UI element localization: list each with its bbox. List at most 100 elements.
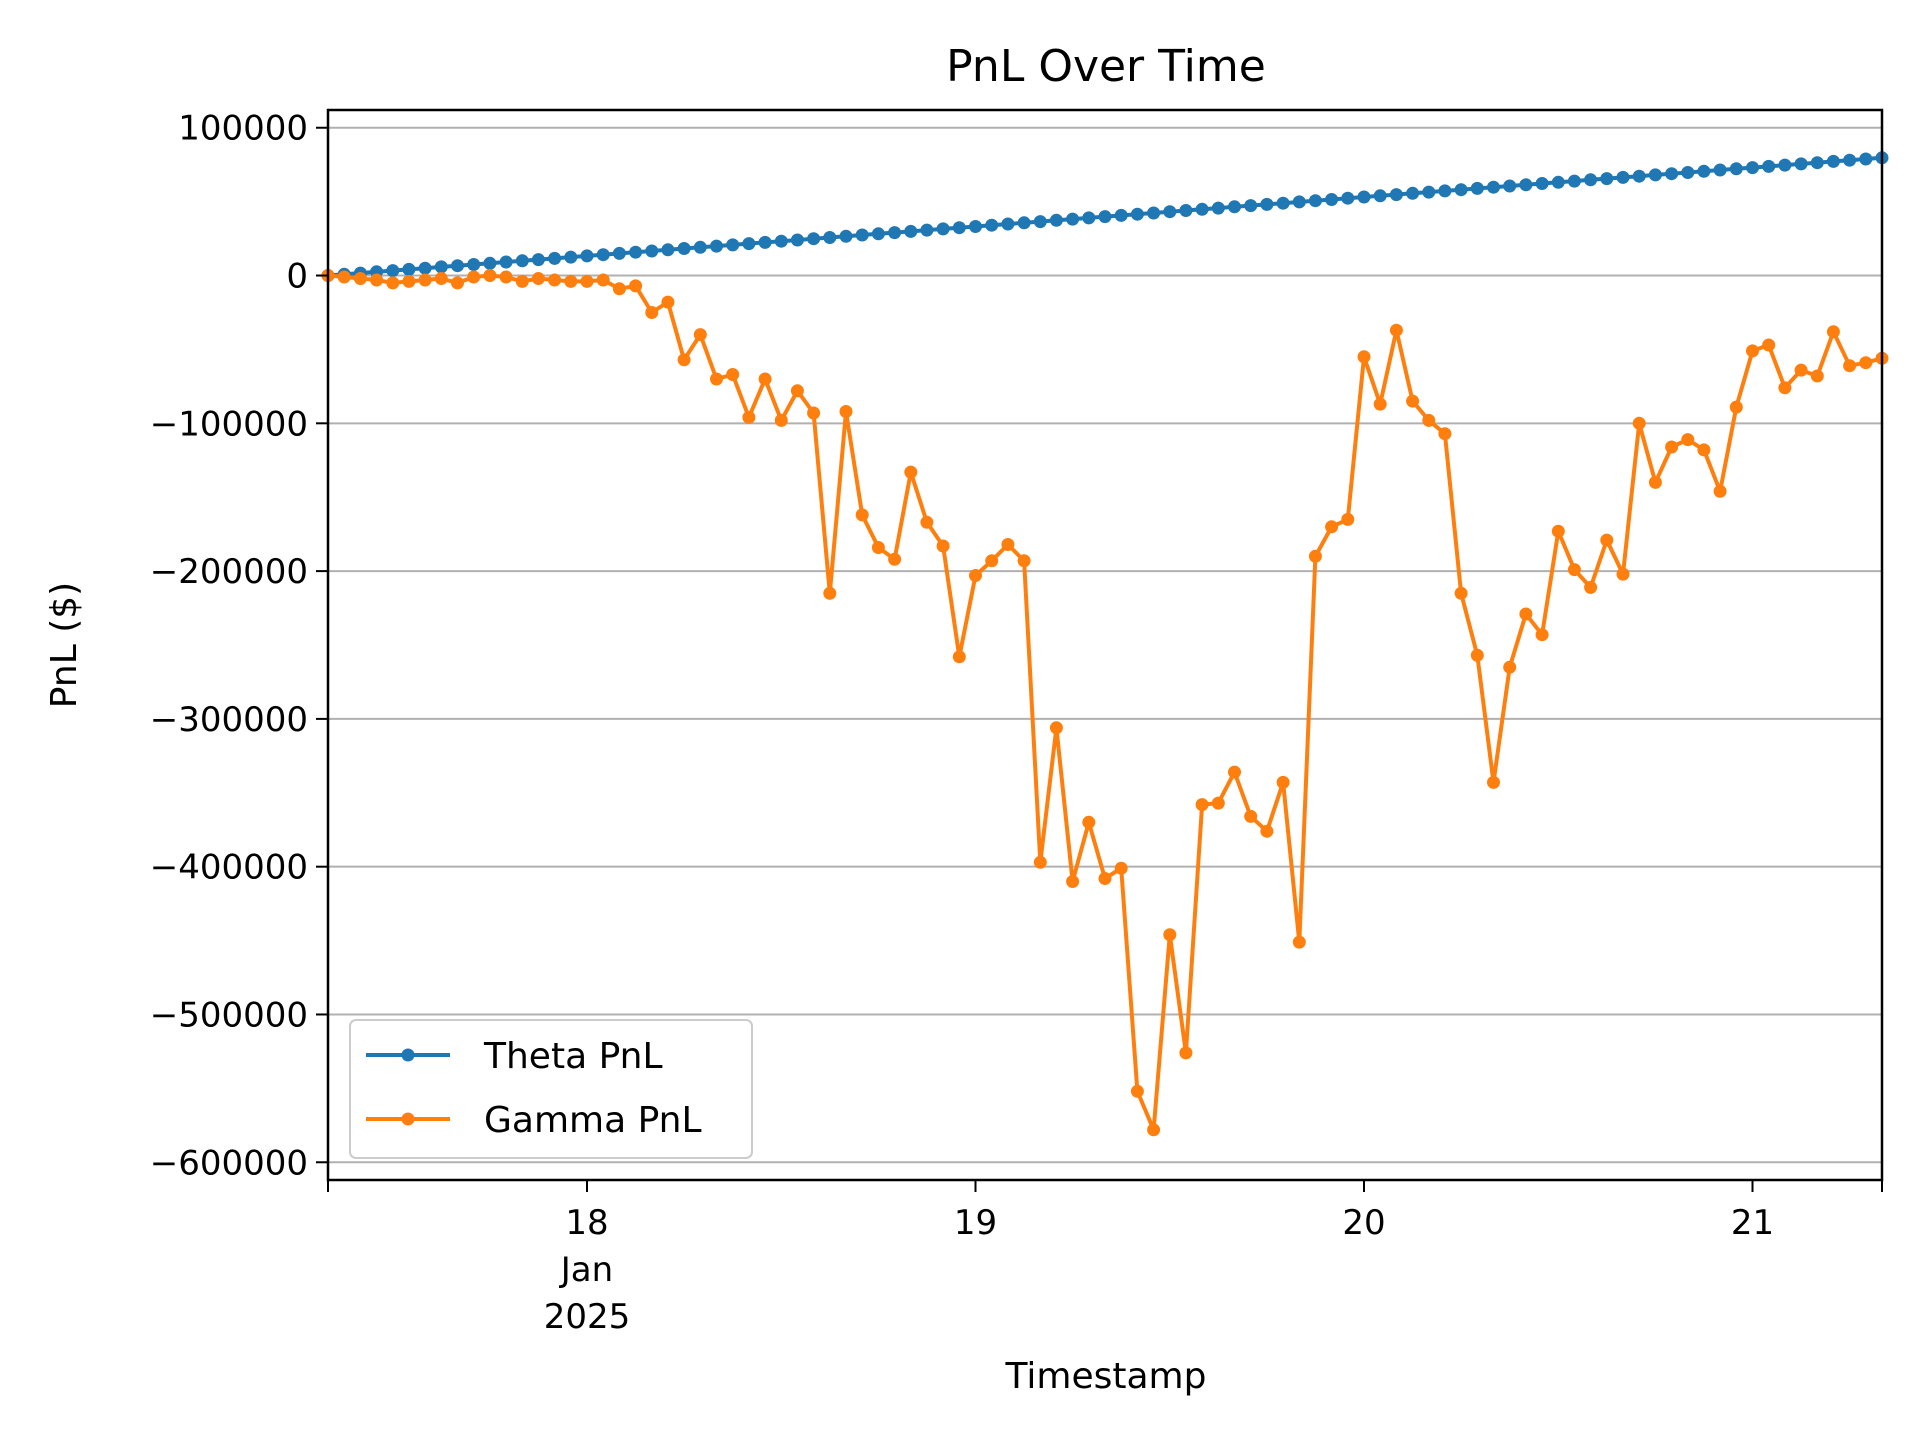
data-point [1292,935,1306,949]
data-point [1616,170,1630,184]
data-point [386,264,400,278]
data-point [1001,538,1015,551]
data-point [1098,872,1112,885]
data-point [1487,775,1500,789]
data-point [531,253,545,267]
data-point [1308,194,1322,208]
y-tick-label: 100000 [178,109,308,149]
legend-theta-marker [401,1048,415,1062]
data-point [1049,721,1063,735]
data-point [904,224,918,238]
legend-gamma-marker [401,1112,415,1126]
data-point [758,372,772,386]
data-point [969,220,982,233]
y-tick-label: 0 [286,257,308,297]
data-point [1130,207,1144,221]
data-point [1584,173,1598,187]
data-point [839,229,853,243]
data-point [1325,520,1339,534]
data-point [1082,815,1096,829]
x-tick-label: 21 [1731,1203,1774,1243]
data-point [1665,167,1679,181]
x-tick-label: 19 [954,1203,997,1243]
data-point [1681,166,1695,179]
data-point [386,276,400,290]
data-point [1260,824,1274,838]
data-point [1147,1123,1161,1137]
data-point [742,410,756,424]
data-point [1438,427,1452,441]
x-axis-ticks: 18 Jan 2025 19 20 21 [327,1180,1883,1337]
data-point [564,274,578,288]
data-point [1778,381,1792,395]
data-point [1503,179,1517,193]
data-point [888,552,902,566]
data-point [1632,169,1646,183]
data-point [1341,512,1355,526]
data-point [337,270,351,284]
data-point [434,260,448,274]
data-point [1163,928,1177,942]
data-point [790,384,804,398]
data-point [1729,400,1743,414]
data-point [1179,1046,1193,1060]
data-point [936,222,950,236]
series-1 [321,269,1889,1137]
data-point [1098,210,1112,224]
data-point [1373,189,1387,203]
data-point [402,262,416,276]
data-point [1810,156,1824,170]
data-point [1082,211,1096,225]
data-point [483,269,497,282]
data-point [1422,413,1436,427]
y-tick-label: −600000 [150,1143,308,1183]
data-point [1843,153,1857,167]
data-point [726,238,740,252]
x-tick-label: 2025 [544,1297,631,1337]
data-point [596,248,610,262]
data-point [483,256,497,270]
data-point [1746,344,1759,358]
data-point [807,232,821,246]
data-point [1406,186,1420,200]
data-point [1567,174,1581,188]
data-point [499,255,513,269]
data-point [402,274,416,288]
data-point [952,221,966,235]
legend-gamma-label: Gamma PnL [484,1100,702,1141]
data-point [580,274,594,288]
data-point [548,273,562,287]
data-point [1762,338,1776,352]
data-point [920,515,934,529]
data-point [871,227,885,241]
data-point [612,246,626,260]
data-point [985,554,999,568]
data-point [742,237,756,251]
data-point [1584,580,1598,594]
data-point [1503,660,1517,674]
data-point [1519,607,1533,621]
data-point [1211,796,1225,810]
data-point [1454,586,1468,600]
data-point [758,235,772,249]
data-point [677,353,691,367]
data-point [1163,205,1177,219]
data-point [1147,206,1161,220]
x-tick-label: 18 [565,1203,608,1243]
data-point [839,405,853,418]
data-point [1244,809,1258,823]
data-point [823,586,837,600]
data-point [1600,172,1614,186]
data-point [693,240,707,254]
data-point [1778,158,1792,172]
data-point [1195,202,1209,216]
data-point [904,465,918,479]
x-tick-label: 20 [1342,1203,1385,1243]
data-point [855,228,869,242]
y-axis-label: PnL ($) [44,582,85,708]
data-point [1066,212,1080,226]
data-point [1049,213,1063,227]
data-point [1519,178,1533,192]
data-point [596,273,610,287]
y-gridlines [328,126,1882,1164]
